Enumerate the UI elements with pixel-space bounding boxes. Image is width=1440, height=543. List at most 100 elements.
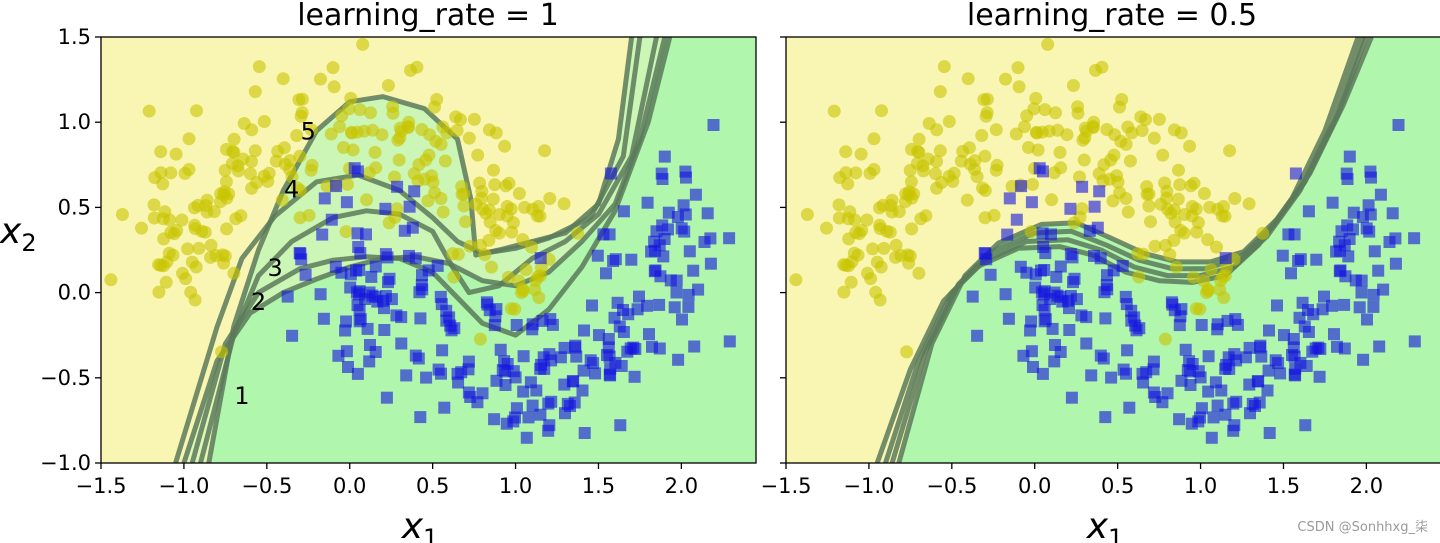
class-0-point xyxy=(989,123,1003,137)
class-1-point xyxy=(1207,411,1220,424)
class-0-point xyxy=(502,176,516,190)
class-0-point xyxy=(454,113,467,127)
class-0-point xyxy=(1172,163,1185,177)
class-1-point xyxy=(1362,199,1375,212)
class-1-point xyxy=(1333,235,1346,248)
class-1-point xyxy=(692,283,705,296)
class-0-point xyxy=(451,247,465,261)
class-1-point xyxy=(1310,253,1323,266)
class-1-point xyxy=(1101,269,1113,282)
class-1-point xyxy=(543,419,556,432)
class-0-point xyxy=(1119,137,1133,151)
x-tick-label: 2.0 xyxy=(1350,474,1383,498)
class-0-point xyxy=(937,60,951,74)
class-1-point xyxy=(378,324,391,336)
class-0-point xyxy=(978,149,992,163)
class-1-point xyxy=(434,290,447,303)
class-1-point xyxy=(395,337,408,350)
class-0-point xyxy=(204,238,218,252)
class-1-point xyxy=(1318,290,1330,303)
class-1-point xyxy=(1253,396,1266,409)
class-0-point xyxy=(933,144,947,158)
class-1-point xyxy=(1094,252,1107,265)
class-0-point xyxy=(1148,239,1162,253)
iteration-label: 3 xyxy=(267,254,282,282)
x-ticks: −1.5 −1.0 −0.5 0.0 0.5 1.0 1.5 2.0 xyxy=(761,463,1383,498)
class-0-point xyxy=(386,100,400,114)
class-0-point xyxy=(1136,247,1150,261)
class-1-point xyxy=(1374,188,1387,201)
class-0-point xyxy=(1158,176,1172,190)
class-0-point xyxy=(250,176,264,189)
class-0-point xyxy=(436,205,450,219)
x-tick-label: 0.0 xyxy=(1018,474,1051,498)
class-1-point xyxy=(603,368,616,381)
class-1-point xyxy=(1355,286,1368,299)
class-0-point xyxy=(304,123,318,137)
class-1-point xyxy=(1001,228,1014,241)
class-0-point xyxy=(485,260,498,274)
class-1-point xyxy=(1038,304,1051,317)
class-0-point xyxy=(946,174,960,188)
class-0-point xyxy=(533,209,547,223)
class-1-point xyxy=(1285,267,1297,280)
class-1-point xyxy=(522,411,535,424)
class-1-point xyxy=(432,363,445,376)
class-1-point xyxy=(641,196,654,209)
class-0-point xyxy=(1047,166,1061,180)
class-0-point xyxy=(493,208,506,221)
class-1-point xyxy=(1179,343,1192,356)
class-1-point xyxy=(1097,352,1110,365)
class-1-point xyxy=(1262,364,1275,377)
class-1-point xyxy=(414,411,427,424)
class-1-point xyxy=(406,221,419,234)
x-tick-label: 0.0 xyxy=(333,474,366,498)
class-1-point xyxy=(707,119,720,131)
class-1-point xyxy=(1010,213,1023,226)
x-tick-label: 0.5 xyxy=(1101,474,1134,498)
scatter-points xyxy=(104,37,736,444)
class-1-point xyxy=(451,367,464,380)
class-0-point xyxy=(1186,270,1200,284)
class-0-point xyxy=(960,193,974,207)
class-0-point xyxy=(1041,37,1055,51)
class-1-point xyxy=(1239,351,1252,364)
class-1-point xyxy=(723,335,736,348)
class-1-point xyxy=(293,247,306,259)
class-0-point xyxy=(1170,260,1183,274)
class-1-point xyxy=(1168,304,1181,317)
class-1-point xyxy=(1347,206,1360,219)
class-1-point xyxy=(353,304,366,317)
class-0-point xyxy=(1217,291,1231,305)
class-1-point xyxy=(332,349,345,362)
class-1-point xyxy=(1228,419,1241,432)
class-0-point xyxy=(294,109,308,123)
class-1-point xyxy=(1338,298,1351,311)
class-1-point xyxy=(1343,150,1356,163)
class-0-point xyxy=(501,270,515,284)
class-1-point xyxy=(1360,222,1373,235)
class-0-point xyxy=(467,112,481,126)
y-tick-label: −0.5 xyxy=(40,366,91,390)
class-1-point xyxy=(496,364,509,377)
class-0-point xyxy=(304,163,318,177)
class-1-point xyxy=(1065,391,1078,404)
x-tick-label: 1.0 xyxy=(1184,474,1217,498)
class-0-point xyxy=(516,284,530,298)
class-1-point xyxy=(360,228,372,241)
class-1-point xyxy=(1117,363,1130,376)
class-0-point xyxy=(1078,131,1092,145)
class-1-point xyxy=(1254,341,1267,354)
class-0-point xyxy=(847,246,861,260)
class-0-point xyxy=(341,177,354,191)
class-1-point xyxy=(1288,368,1301,381)
class-0-point xyxy=(905,222,919,236)
class-0-point xyxy=(1201,284,1215,298)
class-0-point xyxy=(290,129,304,142)
class-1-point xyxy=(1063,324,1076,336)
class-1-point xyxy=(1353,301,1366,314)
class-0-point xyxy=(1218,209,1232,223)
class-0-point xyxy=(1018,120,1031,134)
class-0-point xyxy=(423,128,437,142)
class-1-point xyxy=(520,431,533,444)
